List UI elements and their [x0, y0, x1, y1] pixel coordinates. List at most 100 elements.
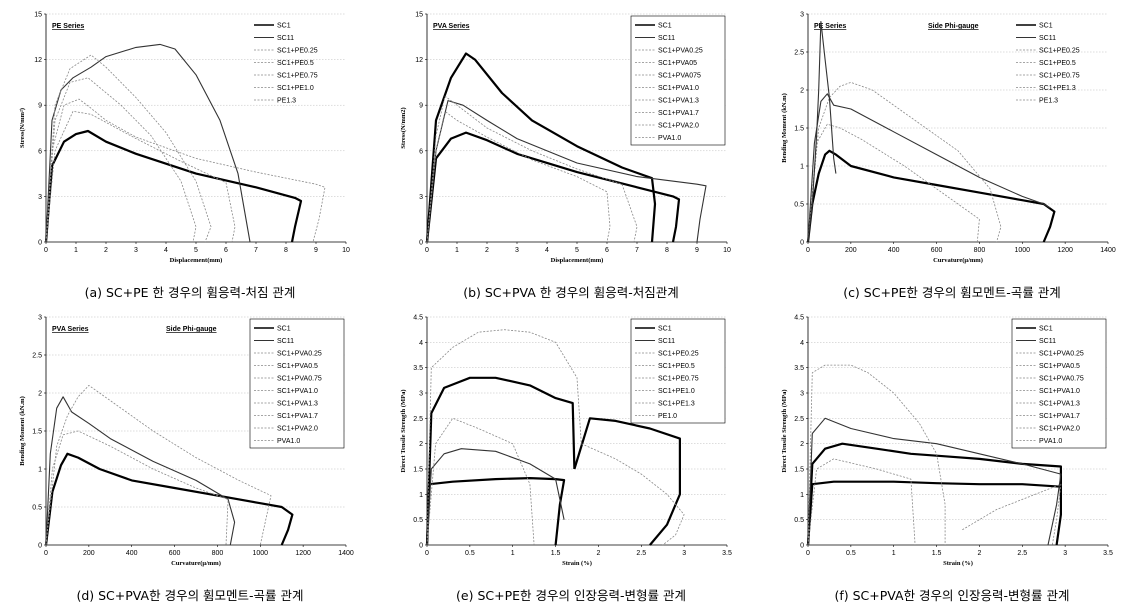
x-tick-label-9: 9 — [314, 247, 318, 254]
series-line-0 — [44, 452, 294, 546]
y-tick-label-0: 0 — [800, 240, 804, 247]
legend-entry-1: SC11 — [277, 338, 294, 345]
series-line-1 — [806, 442, 1062, 546]
legend-entry-6: SC1+PVA1.3 — [658, 98, 699, 105]
chart-panel-c: 0 200 400 600 800 1000 1200 1400 0 0.5 1 1.5 2 2.5 3 Cu… — [762, 0, 1142, 302]
series-line-3 — [45, 54, 212, 243]
y-axis-label: Direct Tensile Strength (MPa) — [781, 390, 788, 473]
legend-entry-5: SC1+PE1.0 — [658, 388, 695, 395]
y-tick-label-4: 2 — [38, 391, 42, 398]
legend-entry-5: SC1+PE1.0 — [277, 85, 314, 92]
x-axis-label: Strain (%) — [943, 560, 973, 567]
chart-d: 0 200 400 600 800 1000 1200 1400 0 0.5 1 1.5 2 2.5 3 Cu… — [19, 315, 354, 568]
legend-entry-3: SC1+PVA05 — [658, 60, 697, 67]
y-tick-label-5: 15 — [34, 12, 42, 19]
x-tick-label-10: 10 — [342, 247, 350, 254]
y-tick-label-1: 0.5 — [794, 202, 804, 209]
y-tick-label-2: 1 — [800, 164, 804, 171]
series-line-5 — [426, 417, 535, 546]
chart-panel-e: 0 0.5 1 1.5 2 2.5 3 3.5 0 0.5 1 1.5 2 2.5 3 3.5 4 4.5 Stra… — [381, 303, 761, 605]
y-tick-label-8: 4 — [419, 340, 423, 347]
y-tick-label-3: 9 — [419, 103, 423, 110]
y-tick-label-3: 1.5 — [794, 467, 804, 474]
y-tick-label-6: 3 — [38, 315, 42, 322]
x-tick-label-4: 2 — [977, 550, 981, 557]
gauge-tag: Side Phi-gauge — [166, 326, 217, 333]
legend-entry-6: SC1+PVA1.3 — [1039, 401, 1080, 408]
series-line-1 — [45, 396, 236, 546]
y-tick-label-2: 1 — [38, 467, 42, 474]
series-line-2 — [807, 417, 1062, 546]
legend-entry-3: SC1+PVA0.5 — [1039, 363, 1080, 370]
x-tick-label-0: 0 — [44, 247, 48, 254]
x-tick-label-1: 1 — [455, 247, 459, 254]
x-tick-label-4: 4 — [545, 247, 549, 254]
legend-entry-3: SC1+PE0.5 — [1039, 60, 1076, 67]
legend-entry-2: SC1+PVA0.25 — [658, 48, 703, 55]
x-tick-label-3: 600 — [931, 247, 943, 254]
y-tick-label-5: 2.5 — [32, 353, 42, 360]
y-tick-label-9: 4.5 — [413, 315, 423, 322]
legend-entry-4: SC1+PE0.75 — [658, 376, 699, 383]
x-tick-label-6: 3 — [1063, 550, 1067, 557]
x-axis-label: Strain (%) — [562, 560, 592, 567]
series-line-3 — [807, 123, 980, 243]
legend-entry-4: SC1+PE0.75 — [277, 73, 318, 80]
legend-entry-6: PE1.3 — [1039, 98, 1058, 105]
series-line-2 — [426, 100, 707, 243]
y-axis-label: Stress(N/mm2) — [400, 107, 407, 148]
x-tick-label-1: 0.5 — [846, 550, 856, 557]
y-tick-label-9: 4.5 — [794, 315, 804, 322]
legend-entry-6: PE1.3 — [277, 98, 296, 105]
legend-entry-1: SC11 — [1039, 338, 1056, 345]
caption-a: (a) SC+PE 한 경우의 휨응력-처짐 관계 — [84, 285, 296, 300]
y-tick-label-0: 0 — [419, 543, 423, 550]
chart-panel-f: 0 0.5 1 1.5 2 2.5 3 3.5 0 0.5 1 1.5 2 2.5 3 3.5 4 4.5 Stra… — [762, 303, 1142, 605]
chart-e: 0 0.5 1 1.5 2 2.5 3 3.5 0 0.5 1 1.5 2 2.5 3 3.5 4 4.5 Stra… — [400, 315, 732, 568]
y-tick-label-3: 9 — [38, 103, 42, 110]
x-tick-label-8: 8 — [284, 247, 288, 254]
chart-panel-a: 0 1 2 3 4 5 6 7 8 9 10 0 3 6 9 12 15 Displacement(mm) Stre… — [0, 0, 380, 302]
caption-d: (d) SC+PVA한 경우의 휨모멘트-곡률 관계 — [76, 588, 304, 603]
x-tick-label-5: 2.5 — [636, 550, 646, 557]
legend-entry-0: SC1 — [658, 326, 672, 333]
x-tick-label-5: 5 — [575, 247, 579, 254]
caption-c: (c) SC+PE한 경우의 휨모멘트-곡률 관계 — [843, 285, 1061, 300]
x-tick-label-10: 10 — [723, 247, 731, 254]
legend-entry-2: SC1+PVA0.25 — [1039, 351, 1084, 358]
y-tick-label-7: 3.5 — [794, 365, 804, 372]
legend-entry-7: SC1+PVA1.7 — [1039, 413, 1080, 420]
legend-entry-7: PE1.0 — [658, 413, 677, 420]
x-axis-label: Curvature(μ/mm) — [933, 257, 983, 264]
series-line-5 — [962, 483, 1062, 546]
y-tick-label-5: 15 — [415, 12, 423, 19]
legend-entry-6: SC1+PVA1.3 — [277, 401, 318, 408]
y-tick-label-6: 3 — [800, 12, 804, 19]
y-tick-label-2: 6 — [419, 148, 423, 155]
x-tick-label-5: 1000 — [1014, 247, 1030, 254]
x-tick-label-6: 3 — [682, 550, 686, 557]
y-axis-label: Stress(N/mm²) — [19, 108, 26, 148]
series-line-3 — [426, 448, 565, 546]
x-tick-label-0: 0 — [44, 550, 48, 557]
x-tick-label-2: 400 — [888, 247, 900, 254]
x-tick-label-1: 200 — [845, 247, 857, 254]
series-line-3 — [45, 430, 229, 546]
x-tick-label-4: 2 — [596, 550, 600, 557]
legend-entry-0: SC1 — [1039, 23, 1053, 30]
x-tick-label-3: 600 — [169, 550, 181, 557]
x-tick-label-6: 1200 — [295, 550, 311, 557]
series-line-6 — [581, 443, 685, 546]
legend-entry-3: SC1+PE0.5 — [658, 363, 695, 370]
caption-f: (f) SC+PVA한 경우의 인장응력-변형률 관계 — [834, 588, 1070, 603]
y-tick-label-5: 2.5 — [794, 50, 804, 57]
y-tick-label-6: 3 — [800, 391, 804, 398]
y-tick-label-0: 0 — [38, 240, 42, 247]
x-tick-label-5: 5 — [194, 247, 198, 254]
y-tick-label-0: 0 — [800, 543, 804, 550]
legend-entry-2: SC1+PVA0.25 — [277, 351, 322, 358]
legend-entry-1: SC11 — [658, 338, 675, 345]
y-tick-label-3: 1.5 — [32, 429, 42, 436]
x-tick-label-5: 2.5 — [1017, 550, 1027, 557]
x-tick-label-6: 6 — [224, 247, 228, 254]
